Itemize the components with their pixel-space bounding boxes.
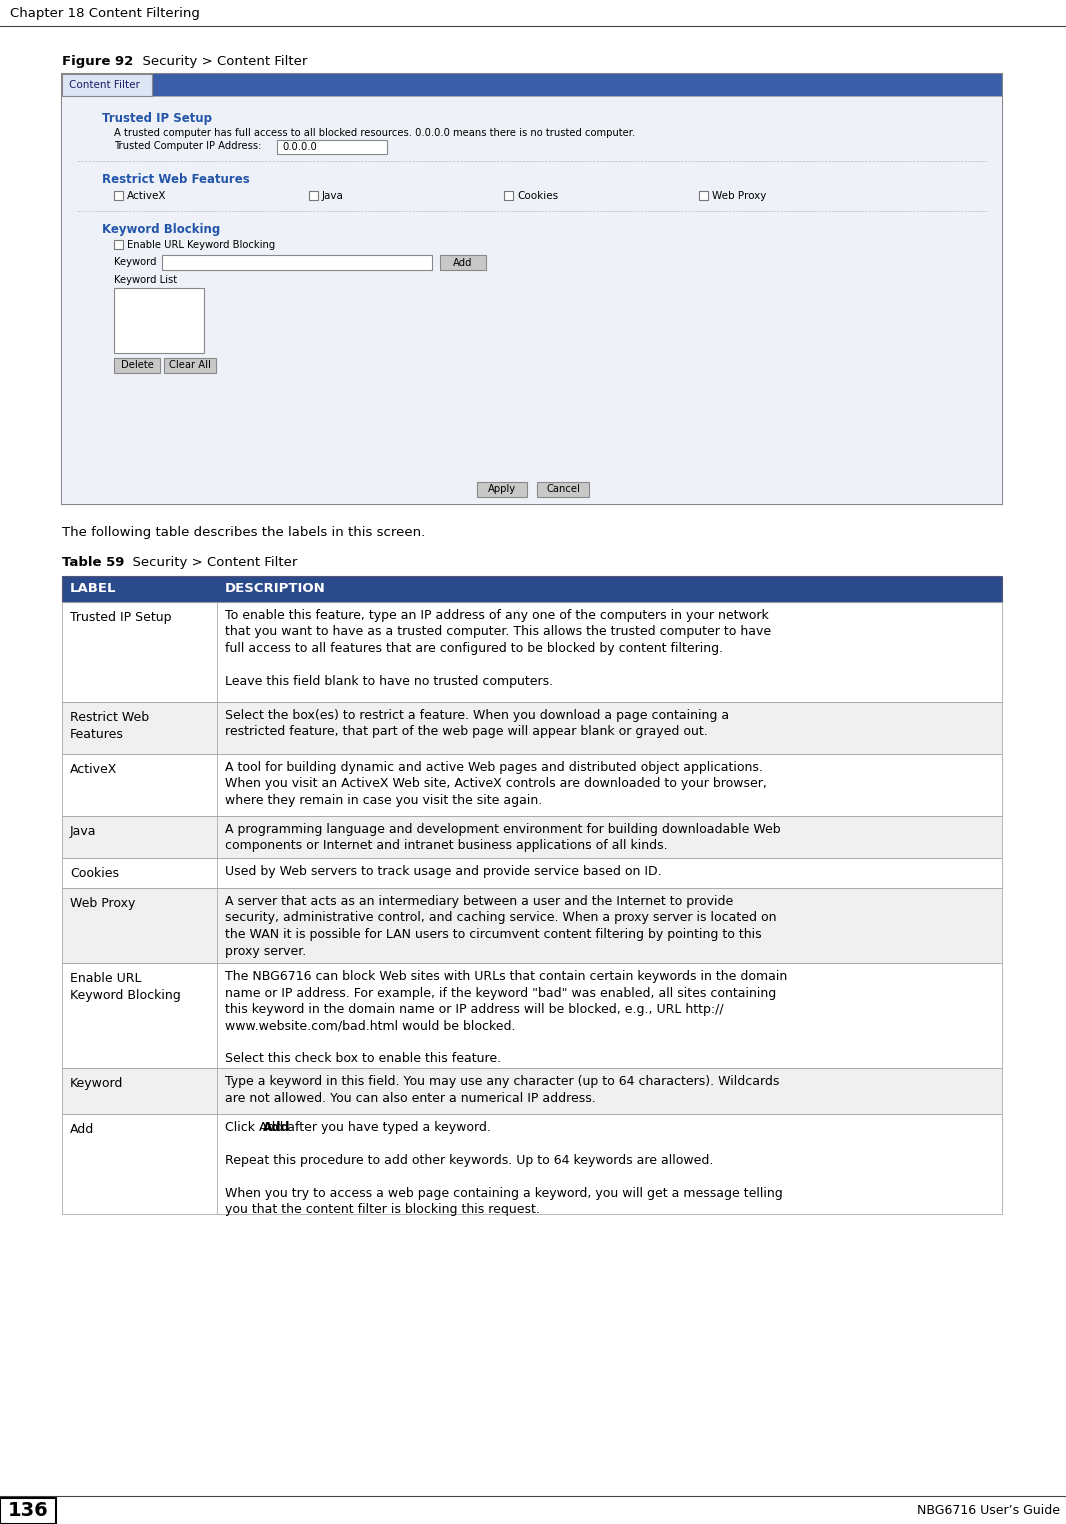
Text: Cookies: Cookies [70,867,119,879]
Text: LABEL: LABEL [70,582,116,596]
Text: Restrict Web Features: Restrict Web Features [102,174,249,186]
Bar [62,75,152,96]
Bar [62,75,1002,504]
Text: Keyword List: Keyword List [114,274,177,285]
Text: Web Proxy: Web Proxy [70,898,135,910]
Bar [164,358,216,373]
Text: To enable this feature, type an IP address of any one of the computers in your n: To enable this feature, type an IP addre… [225,610,771,687]
Text: Restrict Web
Features: Restrict Web Features [70,712,149,741]
Bar [114,190,123,200]
Text: Security > Content Filter: Security > Content Filter [124,556,297,568]
Bar [62,754,1002,815]
Text: Cancel: Cancel [546,485,580,494]
Text: Trusted IP Setup: Trusted IP Setup [70,611,172,623]
Text: Security > Content Filter: Security > Content Filter [134,55,307,69]
Bar [62,576,1002,602]
Bar [504,190,513,200]
Text: Select the box(es) to restrict a feature. When you download a page containing a
: Select the box(es) to restrict a feature… [225,709,729,739]
Bar [477,482,527,497]
Text: Cookies: Cookies [517,190,559,201]
Bar [62,963,1002,1068]
Text: Enable URL
Keyword Blocking: Enable URL Keyword Blocking [70,972,181,1001]
Text: Web Proxy: Web Proxy [712,190,766,201]
Bar [114,288,204,354]
Text: Content Filter: Content Filter [69,79,140,90]
Bar [699,190,708,200]
Text: Add: Add [453,258,472,268]
Text: A tool for building dynamic and active Web pages and distributed object applicat: A tool for building dynamic and active W… [225,760,766,808]
Bar [62,815,1002,858]
Bar [62,1114,1002,1215]
Bar [62,858,1002,888]
Text: Add: Add [263,1122,290,1134]
Text: Add: Add [70,1123,94,1135]
Text: Used by Web servers to track usage and provide service based on ID.: Used by Web servers to track usage and p… [225,866,662,878]
Text: Apply: Apply [488,485,516,494]
Text: Keyword Blocking: Keyword Blocking [102,223,221,236]
Bar [440,255,486,270]
Text: Keyword: Keyword [114,258,157,267]
Text: ActiveX: ActiveX [127,190,166,201]
Bar [537,482,589,497]
Bar [114,358,160,373]
Text: Keyword: Keyword [70,1077,124,1090]
Text: Enable URL Keyword Blocking: Enable URL Keyword Blocking [127,239,275,250]
Text: Clear All: Clear All [169,361,211,370]
Text: Type a keyword in this field. You may use any character (up to 64 characters). W: Type a keyword in this field. You may us… [225,1074,779,1105]
Text: ActiveX: ActiveX [70,764,117,776]
Bar [277,140,387,154]
Bar [62,703,1002,754]
Bar [162,255,432,270]
Text: 0.0.0.0: 0.0.0.0 [282,142,317,152]
Text: A server that acts as an intermediary between a user and the Internet to provide: A server that acts as an intermediary be… [225,895,776,957]
Bar [152,75,1002,96]
Text: NBG6716 User’s Guide: NBG6716 User’s Guide [917,1504,1060,1518]
Bar [62,754,1002,815]
Bar [62,703,1002,754]
Text: Trusted Computer IP Address:: Trusted Computer IP Address: [114,142,261,151]
Text: The following table describes the labels in this screen.: The following table describes the labels… [62,526,425,539]
Text: Click Add after you have typed a keyword.

Repeat this procedure to add other ke: Click Add after you have typed a keyword… [225,1122,782,1216]
Text: Table 59: Table 59 [62,556,125,568]
Text: 136: 136 [7,1501,48,1521]
Bar [62,1068,1002,1114]
Bar [62,1068,1002,1114]
Bar [62,963,1002,1068]
Text: Delete: Delete [120,361,154,370]
Bar [62,858,1002,888]
Text: A trusted computer has full access to all blocked resources. 0.0.0.0 means there: A trusted computer has full access to al… [114,128,635,139]
Bar [0,1498,56,1524]
Text: A programming language and development environment for building downloadable Web: A programming language and development e… [225,823,780,852]
Text: Java: Java [70,824,97,838]
Bar [62,815,1002,858]
Bar [62,576,1002,602]
Bar [62,1114,1002,1215]
Bar [114,239,123,248]
Bar [62,602,1002,703]
Bar [62,602,1002,703]
Text: Chapter 18 Content Filtering: Chapter 18 Content Filtering [10,6,200,20]
Text: The NBG6716 can block Web sites with URLs that contain certain keywords in the d: The NBG6716 can block Web sites with URL… [225,969,788,1065]
Text: Java: Java [322,190,344,201]
Bar [62,96,1002,504]
Bar [62,888,1002,963]
Text: Figure 92: Figure 92 [62,55,133,69]
Text: DESCRIPTION: DESCRIPTION [225,582,326,596]
Bar [309,190,318,200]
Bar [62,888,1002,963]
Text: Trusted IP Setup: Trusted IP Setup [102,111,212,125]
